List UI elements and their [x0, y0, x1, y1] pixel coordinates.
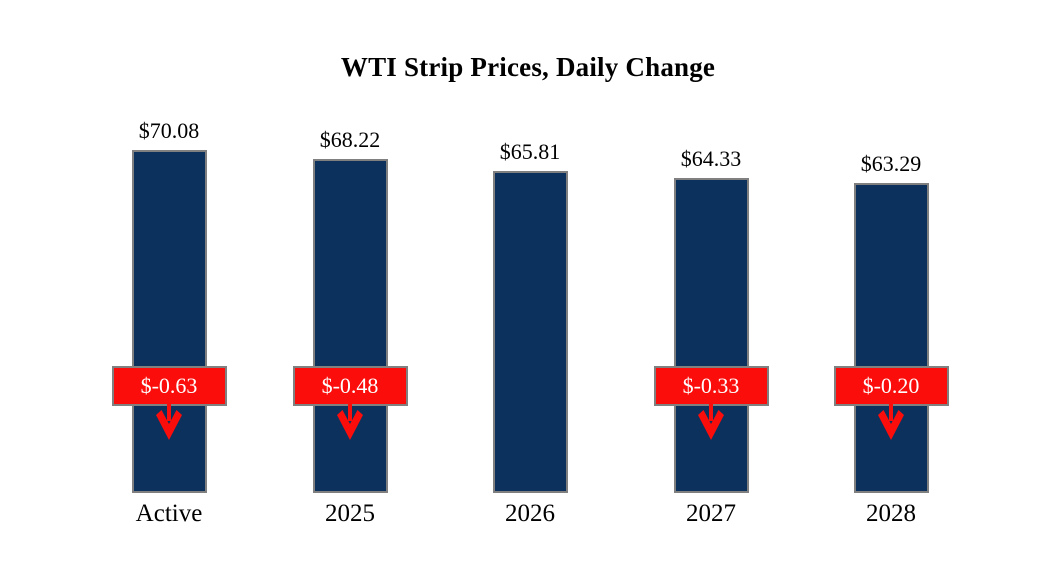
- bar-group: $68.22 $-0.48 2025: [260, 0, 440, 576]
- down-arrow-icon: [878, 404, 904, 440]
- chart-title: WTI Strip Prices, Daily Change: [340, 52, 716, 82]
- daily-change-label: $-0.33: [682, 373, 740, 398]
- daily-change-badge: $-0.48: [292, 366, 408, 406]
- daily-change-label: $-0.20: [862, 373, 920, 398]
- category-label: 2027: [686, 500, 736, 527]
- bar-group: $65.81 2026: [440, 0, 620, 576]
- daily-change-badge: $-0.63: [111, 366, 227, 406]
- bar-value-label: $70.08: [138, 118, 200, 143]
- bar: [131, 150, 207, 493]
- bar-group: $63.29 $-0.20 2028: [801, 0, 981, 576]
- bar: [853, 183, 929, 493]
- bar-value-label: $64.33: [680, 146, 742, 171]
- down-arrow-icon: [698, 404, 724, 440]
- category-label: 2026: [505, 500, 555, 527]
- bar-value-label: $63.29: [860, 151, 922, 176]
- bar: [312, 159, 388, 493]
- bar-group: $64.33 $-0.33 2027: [621, 0, 801, 576]
- bar: [673, 178, 749, 493]
- daily-change-label: $-0.48: [321, 373, 379, 398]
- bar-group: $70.08 $-0.63 Active: [79, 0, 259, 576]
- daily-change-badge: $-0.33: [653, 366, 769, 406]
- bar: [492, 171, 568, 493]
- bar-value-label: $68.22: [319, 127, 381, 152]
- daily-change-badge: $-0.20: [833, 366, 949, 406]
- down-arrow-icon: [156, 404, 182, 440]
- bar-value-label: $65.81: [499, 139, 561, 164]
- daily-change-label: $-0.63: [140, 373, 198, 398]
- category-label: 2028: [866, 500, 916, 527]
- category-label: 2025: [325, 500, 375, 527]
- down-arrow-icon: [337, 404, 363, 440]
- category-label: Active: [135, 500, 203, 527]
